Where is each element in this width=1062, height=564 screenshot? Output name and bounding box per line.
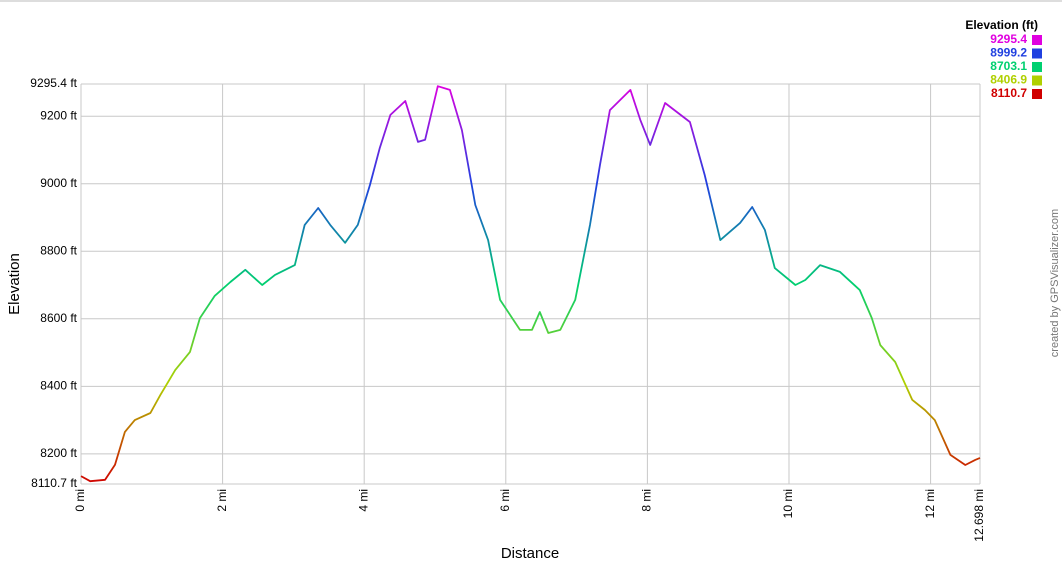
y-tick-label: 8800 ft — [40, 243, 77, 257]
credit: created by GPSVisualizer.com — [1049, 209, 1061, 357]
y-tick-label: 8600 ft — [40, 311, 77, 325]
legend-swatch — [1032, 35, 1042, 45]
y-axis-label: Elevation — [6, 253, 23, 315]
x-tick-label: 12.698 mi — [972, 489, 986, 542]
legend-label: 8999.2 — [990, 46, 1027, 60]
y-tick-label: 9000 ft — [40, 176, 77, 190]
y-tick-label: 9200 ft — [40, 108, 77, 122]
legend-title: Elevation (ft) — [965, 18, 1038, 32]
y-tick-label: 8400 ft — [40, 378, 77, 392]
legend-swatch — [1032, 62, 1042, 72]
x-tick-label: 6 mi — [498, 489, 512, 512]
legend-label: 9295.4 — [990, 32, 1027, 46]
legend-swatch — [1032, 89, 1042, 99]
x-tick-label: 2 mi — [215, 489, 229, 512]
x-tick-label: 4 mi — [356, 489, 370, 512]
x-tick-label: 10 mi — [781, 489, 795, 518]
y-tick-label: 9295.4 ft — [30, 76, 77, 90]
y-tick-label: 8200 ft — [40, 446, 77, 460]
legend-swatch — [1032, 75, 1042, 86]
elevation-line — [80, 85, 981, 483]
legend-swatch — [1032, 48, 1042, 59]
x-axis-label: Distance — [501, 545, 559, 562]
legend-label: 8703.1 — [990, 59, 1027, 73]
x-tick-label: 0 mi — [73, 489, 87, 512]
y-tick-label: 8110.7 ft — [31, 476, 77, 490]
x-tick-label: 12 mi — [923, 489, 937, 518]
x-tick-label: 8 mi — [640, 489, 654, 512]
legend-label: 8110.7 — [991, 86, 1027, 100]
legend-label: 8406.9 — [990, 73, 1027, 87]
